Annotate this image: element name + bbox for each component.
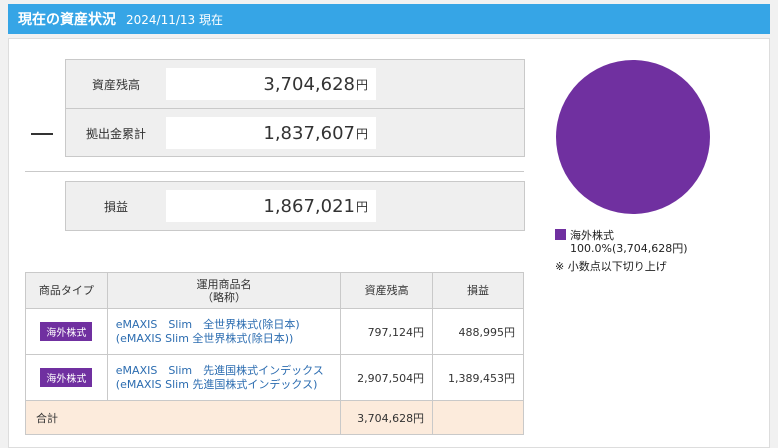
profit-value: 1,867,021 — [263, 195, 355, 217]
balance-value-box: 3,704,628 円 — [166, 68, 376, 100]
minus-sign — [31, 133, 53, 135]
rounding-note: ※ 小数点以下切り上げ — [555, 260, 667, 273]
table-row: 海外株式 eMAXIS Slim 先進国株式インデックス (eMAXIS Sli… — [25, 354, 524, 401]
col-header-type: 商品タイプ — [25, 272, 108, 309]
legend-item: 海外株式 — [555, 229, 688, 242]
contribution-unit: 円 — [355, 126, 368, 141]
allocation-pie-chart — [556, 60, 710, 214]
balance-summary-box: 資産残高 3,704,628 円 拠出金累計 1,837,607 円 — [65, 59, 525, 157]
pie-slice — [556, 60, 710, 214]
balance-cell: 797,124円 — [340, 308, 434, 355]
fund-name-cell: eMAXIS Slim 全世界株式(除日本) (eMAXIS Slim 全世界株… — [106, 308, 342, 355]
profit-unit: 円 — [355, 199, 368, 214]
type-cell: 海外株式 — [25, 354, 108, 401]
profit-summary-box: 損益 1,867,021 円 — [65, 181, 525, 231]
contribution-row: 拠出金累計 1,837,607 円 — [66, 109, 524, 157]
balance-value: 3,704,628 — [263, 73, 355, 95]
type-badge: 海外株式 — [40, 322, 93, 341]
total-label: 合計 — [24, 400, 342, 435]
section-header: 現在の資産状況 2024/11/13 現在 — [8, 4, 770, 34]
col-header-name: 運用商品名 （略称） — [106, 272, 342, 309]
fund-name-cell: eMAXIS Slim 先進国株式インデックス (eMAXIS Slim 先進国… — [106, 354, 342, 401]
equals-divider — [25, 171, 524, 172]
profit-label: 損益 — [103, 199, 128, 214]
balance-row: 資産残高 3,704,628 円 — [66, 60, 524, 108]
profit-cell: 488,995円 — [432, 308, 524, 355]
profit-cell: 1,389,453円 — [432, 354, 524, 401]
legend-label: 海外株式 — [570, 229, 614, 242]
table-row: 海外株式 eMAXIS Slim 全世界株式(除日本) (eMAXIS Slim… — [25, 308, 524, 355]
table-header-row: 商品タイプ 運用商品名 （略称） 資産残高 損益 — [25, 272, 524, 309]
contribution-value: 1,837,607 — [263, 122, 355, 144]
profit-row: 損益 1,867,021 円 — [66, 182, 524, 230]
col-header-name-line1: 運用商品名 — [196, 277, 252, 291]
profit-value-box: 1,867,021 円 — [166, 190, 376, 222]
total-balance: 3,704,628円 — [340, 400, 434, 435]
col-header-balance: 資産残高 — [340, 272, 434, 309]
fund-name: eMAXIS Slim 全世界株式(除日本) — [115, 317, 300, 331]
col-header-profit: 損益 — [432, 272, 524, 309]
fund-short-name: (eMAXIS Slim 全世界株式(除日本)) — [115, 331, 294, 345]
balance-unit: 円 — [355, 77, 368, 92]
total-row: 合計 3,704,628円 — [24, 400, 524, 435]
total-profit — [432, 400, 524, 435]
row-divider — [66, 108, 524, 109]
balance-cell: 2,907,504円 — [340, 354, 434, 401]
contribution-label: 拠出金累計 — [85, 126, 146, 141]
section-title: 現在の資産状況 — [18, 12, 116, 28]
chart-legend: 海外株式 100.0%(3,704,628円) ※ 小数点以下切り上げ — [555, 229, 688, 273]
type-badge: 海外株式 — [40, 368, 93, 387]
balance-label: 資産残高 — [91, 77, 140, 92]
holdings-table: 商品タイプ 運用商品名 （略称） 資産残高 損益 海外株式 eMAXIS Sli… — [24, 272, 524, 435]
as-of-date: 2024/11/13 現在 — [126, 12, 223, 27]
type-cell: 海外株式 — [25, 308, 108, 355]
legend-swatch — [555, 229, 566, 240]
contribution-value-box: 1,837,607 円 — [166, 117, 376, 149]
asset-status-panel: 資産残高 3,704,628 円 拠出金累計 1,837,607 円 損益 1,86… — [8, 38, 770, 448]
legend-percent: 100.0%(3,704,628円) — [570, 242, 688, 255]
fund-name: eMAXIS Slim 先進国株式インデックス — [115, 363, 324, 377]
col-header-name-line2: （略称） — [201, 290, 246, 304]
fund-short-name: (eMAXIS Slim 先進国株式インデックス) — [115, 377, 318, 391]
